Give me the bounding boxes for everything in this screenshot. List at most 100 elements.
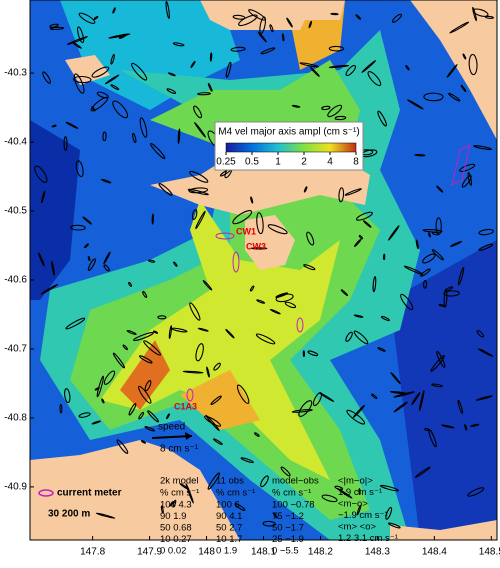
tidal-ellipse [353, 314, 364, 318]
tidal-ellipse [138, 411, 145, 420]
tidal-ellipse [467, 487, 485, 497]
x-tick-label: 148.4 [422, 547, 447, 558]
x-tick-label: 147.9 [137, 547, 162, 558]
tidal-ellipse [446, 64, 458, 78]
tidal-ellipse [309, 66, 320, 77]
y-tick-label: -40.9 [4, 482, 27, 493]
tidal-ellipse [49, 26, 65, 31]
tidal-ellipse [345, 331, 353, 342]
current-meter-ellipse [186, 388, 194, 402]
tidal-ellipse [65, 317, 86, 330]
tidal-ellipse [424, 427, 430, 432]
table-units: % cm s⁻¹ [272, 488, 311, 499]
table-cell: 50 0.68 [160, 523, 192, 534]
tidal-ellipse [361, 59, 377, 73]
tidal-ellipse [444, 286, 454, 292]
table-header: 2k model [160, 476, 199, 487]
table-cell: 0 0.02 [160, 546, 186, 557]
tidal-ellipse [267, 224, 288, 235]
tidal-ellipse [291, 408, 313, 413]
tidal-ellipse [59, 404, 63, 414]
tidal-ellipse [147, 410, 159, 423]
tidal-ellipse [87, 258, 96, 271]
tidal-ellipse [103, 370, 116, 385]
tidal-ellipse [249, 285, 255, 292]
tidal-ellipse [391, 13, 402, 23]
tidal-ellipse [307, 350, 319, 357]
colorbar [225, 142, 357, 153]
table-cell: 75 −1.2 [272, 511, 304, 522]
tidal-ellipse [133, 332, 154, 342]
table-units: % cm s⁻¹ [160, 488, 199, 499]
tidal-ellipse [286, 17, 293, 28]
table-cell: 0 1.9 [216, 546, 237, 557]
tidal-ellipse [387, 522, 401, 529]
tidal-ellipse [51, 261, 55, 276]
tidal-ellipse [110, 84, 120, 91]
tidal-ellipse [367, 71, 382, 87]
tidal-ellipse [236, 384, 250, 404]
speed-arrow-head [185, 432, 192, 440]
tidal-ellipse [269, 24, 274, 33]
tidal-ellipse [377, 110, 387, 127]
tidal-ellipse [340, 289, 349, 297]
current-meter-ellipse [232, 251, 240, 273]
speed-scale: 8 cm s⁻¹ [160, 444, 199, 455]
tidal-ellipse [122, 344, 128, 351]
y-tick-label: -40.3 [4, 68, 27, 79]
tidal-ellipse [358, 488, 361, 496]
tidal-ellipse [418, 390, 425, 412]
tidal-ellipse [104, 74, 120, 85]
x-tick-label: 147.8 [80, 547, 105, 558]
tidal-ellipse [436, 185, 444, 193]
tidal-ellipse [423, 280, 428, 289]
tidal-ellipse [302, 350, 306, 358]
tidal-ellipse [308, 20, 313, 29]
tidal-ellipse [353, 330, 369, 345]
tidal-ellipse [248, 9, 266, 21]
tidal-ellipse [358, 234, 363, 240]
tidal-ellipse [213, 438, 223, 446]
tidal-ellipse [240, 457, 254, 464]
tidal-ellipse [101, 398, 105, 404]
tidal-ellipse [167, 72, 176, 77]
table-stat: 1.9 cm s⁻¹ [338, 487, 382, 498]
table-cell: 100 6 [216, 500, 240, 511]
tidal-ellipse [185, 483, 194, 504]
tidal-ellipse [291, 104, 301, 108]
tidal-ellipse [152, 330, 159, 334]
tidal-ellipse [459, 163, 476, 172]
tidal-ellipse [411, 391, 421, 406]
table-header: 11 obs [216, 476, 244, 487]
y-tick-label: -40.5 [4, 206, 27, 217]
table-cell: 100 4.3 [160, 500, 192, 511]
tidal-ellipse [306, 231, 315, 246]
tidal-ellipse [254, 432, 260, 437]
tidal-ellipse [158, 183, 173, 196]
tidal-ellipse [103, 264, 110, 272]
tidal-ellipse [34, 165, 48, 183]
tidal-ellipse [321, 494, 338, 503]
current-meter-ellipse [215, 232, 235, 240]
tidal-ellipse [66, 35, 88, 46]
tidal-ellipse [275, 293, 294, 303]
tidal-ellipse [372, 276, 377, 293]
tidal-ellipse [143, 340, 162, 356]
tidal-ellipse [168, 501, 175, 507]
tidal-ellipse [42, 71, 51, 84]
tidal-ellipse [197, 92, 212, 96]
tidal-ellipse [118, 35, 126, 39]
tidal-ellipse [393, 401, 408, 413]
tidal-ellipse [330, 12, 339, 16]
y-tick-label: -40.7 [4, 344, 27, 355]
tidal-ellipse [40, 283, 59, 295]
tidal-ellipse [430, 355, 445, 372]
tidal-ellipse [173, 261, 178, 267]
tidal-ellipse [431, 249, 444, 261]
tidal-ellipse [73, 75, 92, 84]
tidal-ellipse [70, 224, 86, 231]
tidal-ellipse [83, 243, 89, 249]
colorbar-title: M4 vel major axis ampl (cm s⁻¹) [218, 127, 359, 138]
tidal-ellipse [472, 6, 478, 22]
